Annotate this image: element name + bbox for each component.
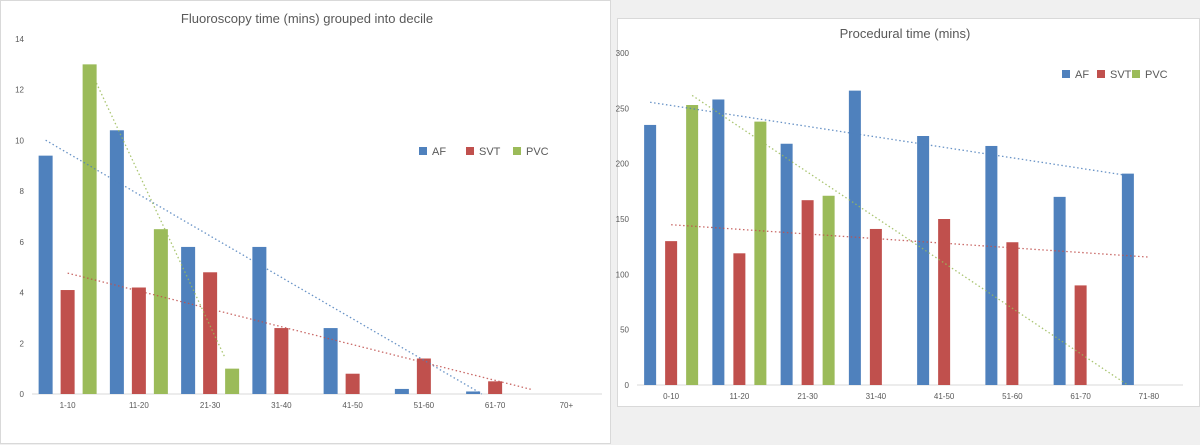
procedural-chart-panel: Procedural time (mins) 0 50 100 150 200 250 30… [616, 18, 1200, 407]
y-tick-label: 50 [620, 326, 629, 335]
y-tick-label: 200 [616, 160, 630, 169]
bar-svt [733, 253, 746, 385]
bar-svt [488, 381, 503, 394]
x-tick-label: 11-20 [129, 401, 149, 410]
legend-label-af: AF [432, 146, 446, 158]
bar-af [780, 143, 793, 385]
bar-af [109, 130, 124, 395]
bar-pvc [225, 368, 240, 394]
bar-af [985, 145, 998, 385]
bar-af [1121, 173, 1134, 385]
y-tick-label: 4 [20, 289, 25, 298]
bar-svt [938, 219, 951, 385]
y-tick-label: 300 [616, 49, 630, 58]
chart-title: Fluoroscopy time (mins) grouped into dec… [181, 11, 433, 26]
x-tick-label: 61-70 [485, 401, 506, 410]
y-tick-label: 0 [625, 381, 630, 390]
legend-swatch-pvc [1132, 70, 1140, 78]
bar-af [466, 391, 481, 394]
legend-label-svt: SVT [1110, 69, 1132, 81]
bar-svt [203, 272, 218, 394]
x-tick-label: 31-40 [271, 401, 292, 410]
bar-pvc [82, 64, 97, 394]
x-tick-label: 41-50 [342, 401, 363, 410]
bar-af [38, 155, 53, 394]
x-tick-label: 21-30 [797, 392, 818, 401]
trendline-pvc [89, 68, 226, 358]
chart-title: Procedural time (mins) [840, 26, 971, 41]
y-tick-label: 2 [20, 339, 25, 348]
x-tick-label: 70+ [560, 401, 574, 410]
bar-svt [801, 200, 814, 385]
fluoroscopy-chart-panel: Fluoroscopy time (mins) grouped into dec… [0, 0, 611, 444]
legend-label-pvc: PVC [1145, 69, 1168, 81]
y-tick-label: 12 [15, 86, 24, 95]
legend-swatch-pvc [513, 147, 521, 155]
bar-af [181, 246, 196, 394]
bar-pvc [686, 105, 699, 385]
x-tick-label: 21-30 [200, 401, 221, 410]
bar-svt [416, 358, 431, 394]
y-tick-label: 8 [20, 187, 25, 196]
bar-af [644, 124, 657, 385]
bar-af [917, 136, 930, 385]
bar-svt [274, 328, 289, 394]
bar-svt [60, 290, 75, 394]
trendline-af [650, 101, 1128, 177]
legend-label-pvc: PVC [526, 146, 549, 158]
legend-label-af: AF [1075, 69, 1089, 81]
x-tick-label: 51-60 [1002, 392, 1023, 401]
bar-pvc [153, 229, 168, 394]
y-tick-label: 6 [20, 238, 25, 247]
y-tick-label: 150 [616, 215, 630, 224]
bar-svt [1074, 285, 1087, 385]
bar-af [712, 99, 725, 385]
y-tick-label: 100 [616, 270, 630, 279]
bar-af [1053, 196, 1066, 385]
x-tick-label: 71-80 [1139, 392, 1160, 401]
x-tick-label: 11-20 [729, 392, 749, 401]
x-tick-label: 51-60 [414, 401, 435, 410]
legend-swatch-af [419, 147, 427, 155]
x-tick-label: 0-10 [663, 392, 680, 401]
bar-svt [665, 241, 678, 385]
bar-svt [1006, 242, 1019, 385]
bar-svt [345, 373, 360, 394]
procedural-chart: Procedural time (mins) 0 50 100 150 200 250 30… [616, 26, 1183, 401]
bar-pvc [754, 121, 767, 385]
bar-pvc [822, 195, 835, 385]
bar-af [252, 246, 267, 394]
y-tick-label: 250 [616, 104, 630, 113]
x-tick-label: 61-70 [1070, 392, 1091, 401]
y-tick-label: 0 [20, 390, 25, 399]
trendline-svt [671, 224, 1149, 258]
bar-svt [131, 287, 146, 394]
legend-swatch-svt [466, 147, 474, 155]
legend-swatch-svt [1097, 70, 1105, 78]
y-tick-label: 14 [15, 35, 24, 44]
legend-label-svt: SVT [479, 146, 501, 158]
bar-af [394, 388, 409, 394]
x-tick-label: 41-50 [934, 392, 955, 401]
x-tick-label: 31-40 [866, 392, 887, 401]
legend-swatch-af [1062, 70, 1070, 78]
bar-af [323, 328, 338, 394]
x-tick-label: 1-10 [60, 401, 77, 410]
y-tick-label: 10 [15, 136, 24, 145]
fluoroscopy-chart: Fluoroscopy time (mins) grouped into dec… [15, 11, 602, 410]
bar-svt [869, 228, 882, 385]
trendline-af [45, 139, 483, 395]
